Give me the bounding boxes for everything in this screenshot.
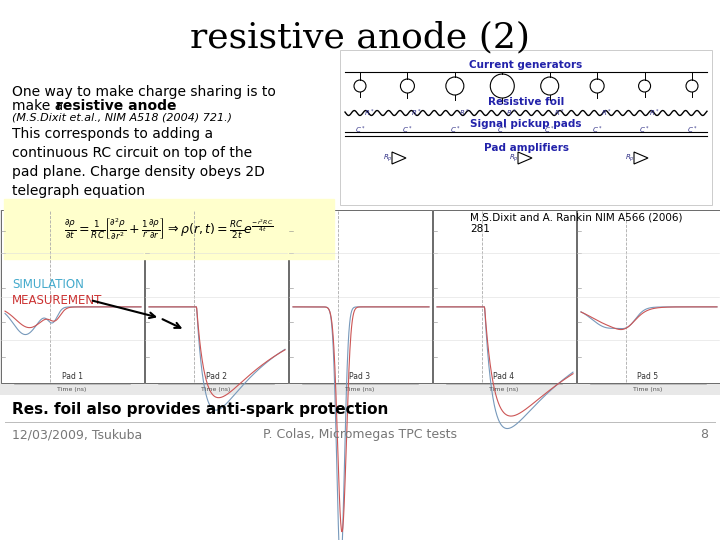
Text: Res. foil also provides anti-spark protection: Res. foil also provides anti-spark prote… — [12, 402, 388, 417]
Text: Time (ns): Time (ns) — [490, 387, 518, 392]
Text: $\frac{\partial\rho}{\partial t} = \frac{1}{RC}\left[\frac{\partial^2\rho}{\part: $\frac{\partial\rho}{\partial t} = \frac… — [64, 216, 274, 242]
Text: One way to make charge sharing is to: One way to make charge sharing is to — [12, 85, 276, 99]
Bar — [433, 210, 575, 383]
Text: M.S.Dixit and A. Rankin NIM A566 (2006)
281: M.S.Dixit and A. Rankin NIM A566 (2006) … — [470, 212, 683, 234]
Polygon shape — [518, 152, 532, 164]
Text: $C^*$: $C^*$ — [544, 124, 555, 136]
Text: $C^*$: $C^*$ — [402, 124, 413, 136]
Text: $R_p$: $R_p$ — [383, 152, 393, 164]
Text: P. Colas, Micromegas TPC tests: P. Colas, Micromegas TPC tests — [263, 428, 457, 441]
Polygon shape — [392, 152, 406, 164]
Text: resistive anode: resistive anode — [56, 99, 176, 113]
Text: Pad 1: Pad 1 — [61, 372, 83, 381]
Text: $R_p$: $R_p$ — [625, 152, 635, 164]
Text: Time (ns): Time (ns) — [634, 387, 662, 392]
Text: $C^*$: $C^*$ — [592, 124, 603, 136]
Text: Pad 5: Pad 5 — [637, 372, 659, 381]
Bar — [340, 50, 712, 205]
Text: Pad 3: Pad 3 — [349, 372, 371, 381]
Text: Pad 4: Pad 4 — [493, 372, 515, 381]
Text: $R^*$: $R^*$ — [649, 107, 659, 119]
Text: $R^*$: $R^*$ — [459, 107, 469, 119]
Bar — [1, 210, 143, 383]
Text: 8: 8 — [700, 428, 708, 441]
Text: $C^*$: $C^*$ — [355, 124, 365, 136]
Text: resistive anode (2): resistive anode (2) — [190, 20, 530, 54]
Text: This corresponds to adding a
continuous RC circuit on top of the
pad plane. Char: This corresponds to adding a continuous … — [12, 127, 265, 198]
Text: Time (ns): Time (ns) — [58, 387, 86, 392]
Text: Time (ns): Time (ns) — [346, 387, 374, 392]
Text: SIMULATION: SIMULATION — [12, 279, 84, 292]
Text: $C^*$: $C^*$ — [687, 124, 697, 136]
Text: $R^*$: $R^*$ — [411, 107, 422, 119]
Text: $R_p$: $R_p$ — [509, 152, 519, 164]
Bar — [145, 210, 287, 383]
Text: $R^*$: $R^*$ — [601, 107, 612, 119]
Text: Resistive foil: Resistive foil — [488, 97, 564, 107]
Bar — [289, 210, 431, 383]
Text: Time (ns): Time (ns) — [202, 387, 230, 392]
Text: Pad 2: Pad 2 — [205, 372, 227, 381]
Text: $R^*$: $R^*$ — [554, 107, 564, 119]
Text: MEASUREMENT: MEASUREMENT — [12, 294, 102, 307]
Text: $C^*$: $C^*$ — [449, 124, 460, 136]
Text: Current generators: Current generators — [469, 60, 582, 70]
Text: $R^*$: $R^*$ — [506, 107, 517, 119]
Text: (M.S.Dixit et.al., NIM A518 (2004) 721.): (M.S.Dixit et.al., NIM A518 (2004) 721.) — [12, 113, 232, 123]
Bar — [0, 210, 720, 395]
Text: Signal pickup pads: Signal pickup pads — [470, 119, 582, 129]
Text: Pad amplifiers: Pad amplifiers — [484, 143, 569, 153]
FancyBboxPatch shape — [4, 199, 334, 259]
Text: $R^*$: $R^*$ — [364, 107, 374, 119]
Text: $C^*$: $C^*$ — [639, 124, 650, 136]
Text: $C^*$: $C^*$ — [497, 124, 508, 136]
Polygon shape — [634, 152, 648, 164]
Text: 12/03/2009, Tsukuba: 12/03/2009, Tsukuba — [12, 428, 143, 441]
Bar — [577, 210, 719, 383]
Text: make a: make a — [12, 99, 68, 113]
